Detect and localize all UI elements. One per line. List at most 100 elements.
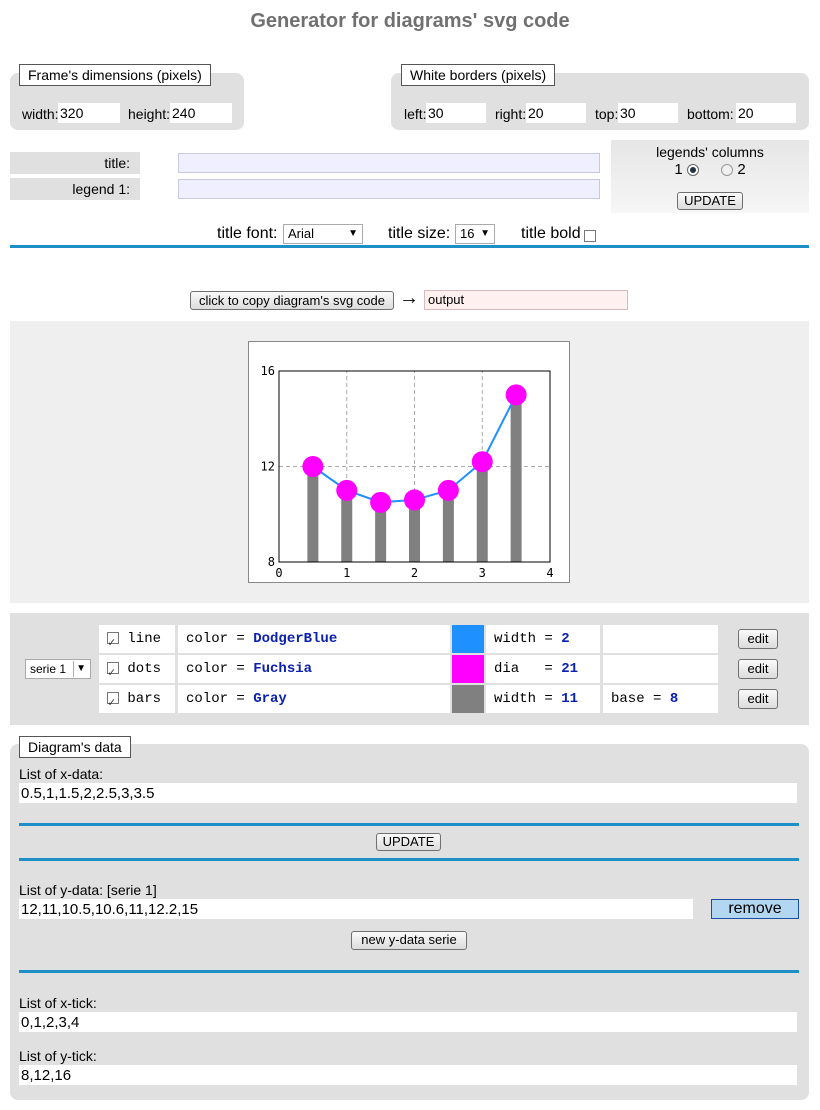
chart-plot-border [278,370,551,563]
series-edit-button[interactable]: edit [738,689,778,709]
series-color-cell: color = DodgerBlue [178,625,450,653]
ydata-label: List of y-data: [serie 1] [19,882,157,898]
series-type-checkbox[interactable] [107,689,119,717]
title-size-select[interactable]: 16 ▼ [455,224,495,244]
new-serie-button[interactable]: new y-data serie [351,931,467,950]
chart-bar [341,490,353,562]
legend-columns-options: 1 2 [611,161,809,178]
legend1-input[interactable] [178,179,600,199]
chart-dot [370,491,392,513]
chart-x-tick-label: 4 [546,566,553,580]
chart-bar [375,502,387,562]
ydata-input[interactable]: 12,11,10.5,10.6,11,12.2,15 [19,899,693,919]
series-type-checkbox[interactable] [107,659,119,687]
title-label: title: [104,155,130,171]
series-color-swatch [452,685,484,713]
frame-dimensions-legend: Frame's dimensions (pixels) [19,64,211,86]
legend-columns-update-button[interactable]: UPDATE [677,192,743,210]
series-param1-cell: width = 11 [486,685,600,713]
xdata-label: List of x-data: [19,766,104,782]
bottom-border-input[interactable]: 20 [736,103,796,123]
right-border-label: right: [495,106,527,122]
xdata-input[interactable]: 0.5,1,1.5,2,2.5,3,3.5 [19,783,797,803]
copy-svg-button[interactable]: click to copy diagram's svg code [190,291,394,310]
series-edit-button[interactable]: edit [738,659,778,679]
title-label-cell: title: [10,152,140,174]
output-field-text: output [428,292,465,307]
title-size-label: title size: [388,225,451,242]
divider-line [10,245,809,248]
series-color-prefix: color = [186,691,254,707]
title-font-select[interactable]: Arial ▼ [283,224,363,244]
chevron-down-icon: ▼ [73,661,86,677]
chart-y-tick-label: 12 [261,460,275,474]
series-type-checkbox[interactable] [107,629,119,657]
chart-dot [437,479,459,501]
series-param1-cell: width = 2 [486,625,600,653]
series-color-prefix: color = [186,631,254,647]
xtick-label: List of x-tick: [19,995,97,1011]
series-color-prefix: color = [186,661,254,677]
series-param1-value: 2 [561,631,570,647]
divider-line [19,823,799,826]
series-param1-prefix: width = [494,631,562,647]
width-input[interactable]: 320 [58,103,120,123]
chart-dot [336,479,358,501]
series-param1-value: 11 [561,691,579,707]
title-size-value: 16 [460,226,475,241]
series-type-label: bars [127,691,162,707]
legend-columns-radio-1[interactable] [686,164,699,177]
legend-columns-radio-2[interactable] [721,164,734,177]
chart-x-tick-label: 0 [275,566,282,580]
height-input[interactable]: 240 [170,103,232,123]
chart-x-tick-label: 1 [343,566,350,580]
series-color-swatch [452,625,484,653]
top-border-label: top: [595,106,619,122]
series-type-cell: bars [99,685,175,717]
chart-x-tick-label: 3 [479,566,486,580]
title-input[interactable] [178,153,600,173]
left-border-input[interactable]: 30 [426,103,486,123]
chart-bar [442,490,454,562]
series-type-label: line [127,631,162,647]
series-select[interactable]: serie 1 ▼ [25,659,91,679]
chart-bar [476,461,488,562]
series-param2-cell [603,655,718,683]
xtick-input[interactable]: 0,1,2,3,4 [19,1012,797,1032]
series-color-name: DodgerBlue [253,631,338,647]
top-border-input[interactable]: 30 [618,103,678,123]
title-bold-checkbox[interactable] [584,230,596,243]
series-param2-cell: base = 8 [603,685,718,713]
series-edit-button[interactable]: edit [738,629,778,649]
series-param2-cell [603,625,718,653]
series-color-name: Gray [253,691,287,707]
right-border-input[interactable]: 20 [526,103,586,123]
ytick-input[interactable]: 8,12,16 [19,1065,797,1085]
divider-line [19,858,799,861]
chart-x-tick-label: 2 [411,566,418,580]
series-type-cell: dots [99,655,175,687]
legend-columns-option-1-label: 1 [674,161,683,178]
series-select-value: serie 1 [30,662,67,676]
data-update-button[interactable]: UPDATE [376,833,441,851]
page-title: Generator for diagrams' svg code [250,10,570,32]
title-bold-label: title bold [521,225,581,242]
chart-dot [404,489,425,511]
series-type-label: dots [127,661,162,677]
series-param2-value: 8 [669,691,679,707]
ytick-label: List of y-tick: [19,1048,97,1064]
remove-serie-button[interactable]: remove [711,899,799,919]
series-param2-prefix: base = [611,691,670,707]
chart-bar [307,466,319,562]
chart-bar [409,499,420,562]
legend1-label-cell: legend 1: [10,178,140,200]
series-color-swatch [452,655,484,683]
series-type-cell: line [99,625,175,657]
chart-y-tick-label: 16 [261,364,275,378]
output-field[interactable]: output [424,290,628,310]
chart-dot [302,456,324,477]
series-color-name: Fuchsia [253,661,313,677]
series-color-cell: color = Fuchsia [178,655,450,683]
title-font-value: Arial [288,226,315,241]
